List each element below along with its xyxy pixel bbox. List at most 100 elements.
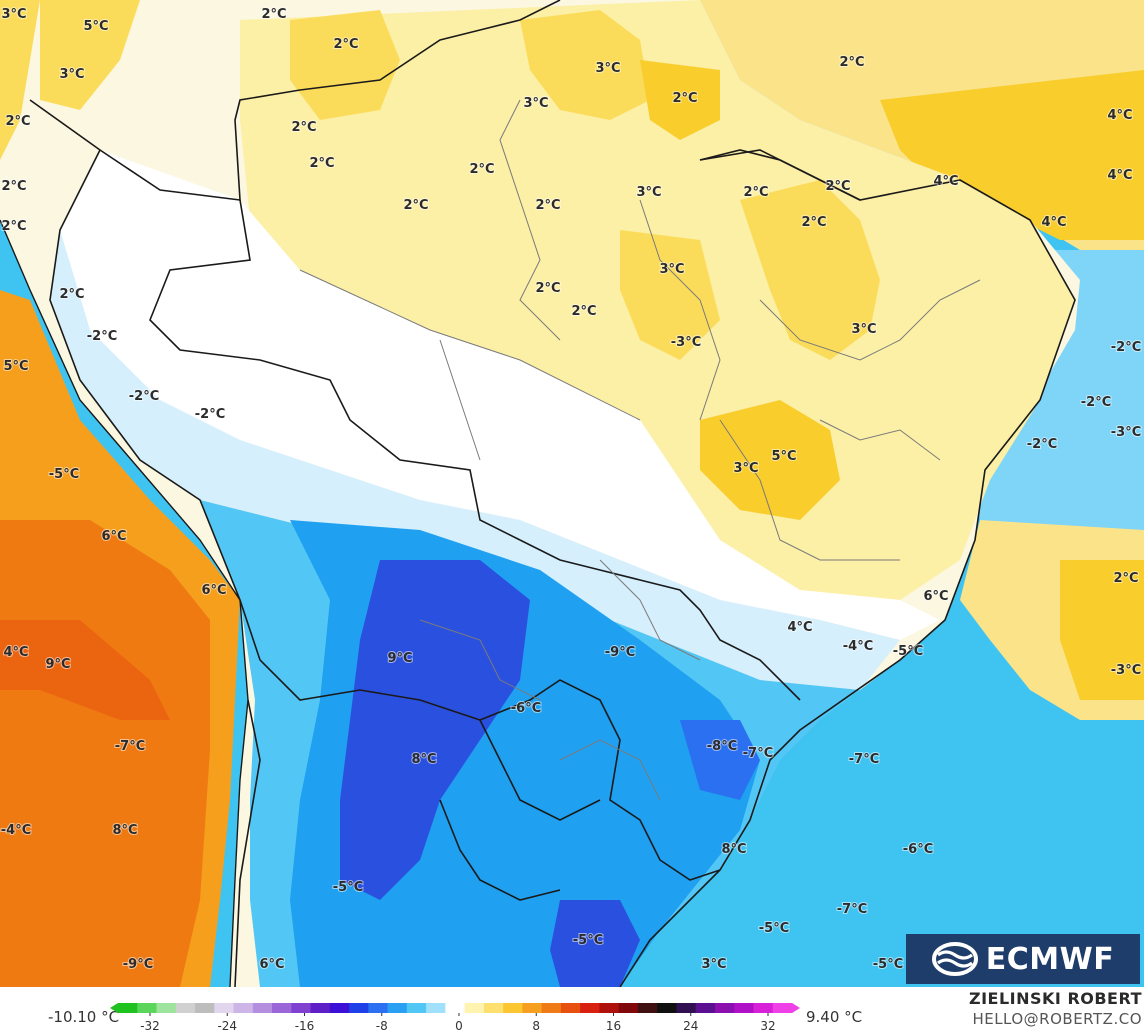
temperature-label: -7°C: [115, 739, 145, 754]
temperature-label: 2°C: [535, 281, 560, 296]
temperature-label: 2°C: [1, 219, 26, 234]
temperature-label: -6°C: [511, 701, 541, 716]
colorbar-cell: [618, 1003, 639, 1013]
temperature-label: 4°C: [1107, 108, 1132, 123]
colorbar-ticks: -32 -24 -16 -8 0 8 16 24 32: [140, 1013, 776, 1033]
footer: -10.10 °C -32 -24 -16 -8 0 8 16 24 32 9.40 °C ZI…: [0, 987, 1144, 1035]
colorbar-cell: [175, 1003, 196, 1013]
temperature-labels: 3°C 5°C 2°C 2°C 3°C 3°C 3°C 2°C 2°C 2°C 2°C 2°C 2°C 2…: [0, 6, 1142, 973]
colorbar-cell: [676, 1003, 697, 1013]
temperature-label: 6°C: [201, 583, 226, 598]
colorbar-cell: [580, 1003, 600, 1013]
temperature-label: 5°C: [3, 359, 28, 374]
temperature-label: 6°C: [259, 957, 284, 972]
temperature-label: 3°C: [1, 7, 26, 22]
temperature-label: -7°C: [743, 746, 773, 761]
author-credit: ZIELINSKI ROBERT: [968, 989, 1142, 1008]
temperature-label: 3°C: [733, 461, 758, 476]
colorbar-cell: [753, 1003, 774, 1013]
temperature-label: -3°C: [671, 335, 701, 350]
yellow-patch-nw: [290, 10, 400, 120]
colorbar-cell: [772, 1003, 793, 1013]
colorbar-cell: [272, 1003, 292, 1013]
temperature-label: -2°C: [87, 329, 117, 344]
temperature-label: 4°C: [1107, 168, 1132, 183]
temperature-label: 2°C: [839, 55, 864, 70]
temperature-label: 6°C: [923, 589, 948, 604]
atlantic-warm-core: [880, 70, 1144, 240]
colorbar-cell: [464, 1003, 485, 1013]
author-email: HELLO@ROBERTZ.CO: [972, 1010, 1142, 1028]
colorbar: -32 -24 -16 -8 0 8 16 24 32: [110, 1003, 800, 1033]
temperature-label: 2°C: [333, 37, 358, 52]
colorbar-cell: [599, 1003, 620, 1013]
temperature-label: -5°C: [333, 880, 363, 895]
colorbar-cell: [329, 1003, 350, 1013]
yellow-patch-north: [520, 10, 650, 120]
colorbar-cell: [657, 1003, 677, 1013]
colorbar-cell: [406, 1003, 427, 1013]
temperature-label: 2°C: [469, 162, 494, 177]
white-band: [60, 150, 940, 640]
yellow-patch-center: [700, 400, 840, 520]
temperature-label: 2°C: [672, 91, 697, 106]
temperature-label: 6°C: [101, 529, 126, 544]
colorbar-cell: [349, 1003, 369, 1013]
ecmwf-wave-icon: [931, 942, 978, 976]
temperature-label: 9°C: [45, 657, 70, 672]
legend-min-label: -10.10 °C: [48, 1008, 120, 1026]
temperature-label: 2°C: [309, 156, 334, 171]
colorbar-cell: [503, 1003, 523, 1013]
colorbar-tick-label: -8: [376, 1019, 388, 1033]
deep-blue-se: [680, 720, 760, 800]
temperature-label: -5°C: [893, 644, 923, 659]
atlantic-se-warm-core: [1060, 560, 1144, 700]
yellow-patch-ne: [740, 180, 880, 360]
colorbar-cell: [137, 1003, 158, 1013]
colorbar-cell: [714, 1003, 735, 1013]
temperature-label: -6°C: [903, 842, 933, 857]
temperature-label: 3°C: [636, 185, 661, 200]
temperature-label: 3°C: [523, 96, 548, 111]
colorbar-left-arrow: [110, 1003, 118, 1013]
colorbar-cell: [734, 1003, 754, 1013]
colorbar-cell: [522, 1003, 543, 1013]
state-borders: [299, 99, 981, 801]
colorbar-cell: [214, 1003, 235, 1013]
yellow-patch-ne-2: [640, 60, 720, 140]
ecmwf-logo: ECMWF: [906, 934, 1140, 984]
temperature-label: -3°C: [1111, 663, 1141, 678]
map-canvas: 3°C 5°C 2°C 2°C 3°C 3°C 3°C 2°C 2°C 2°C 2°C 2°C 2°C 2…: [0, 0, 1144, 987]
colorbar-cell: [291, 1003, 312, 1013]
temperature-label: -9°C: [123, 957, 153, 972]
temperature-label: 4°C: [1041, 215, 1066, 230]
pacific-coastline: [0, 219, 249, 987]
yellow-patch-center-2: [620, 230, 720, 360]
pacific-north-edge: [0, 0, 40, 160]
temperature-label: 5°C: [771, 449, 796, 464]
temperature-label: 2°C: [59, 287, 84, 302]
temperature-label: -5°C: [759, 921, 789, 936]
temperature-label: 2°C: [261, 7, 286, 22]
colorbar-tick-label: -24: [217, 1019, 237, 1033]
temperature-label: 3°C: [595, 61, 620, 76]
colorbar-cell: [310, 1003, 331, 1013]
legend-max-label: 9.40 °C: [806, 1008, 863, 1026]
temperature-label: -8°C: [707, 739, 737, 754]
colorbar-cell: [118, 1003, 138, 1013]
temperature-label: -2°C: [1111, 340, 1141, 355]
temperature-label: -5°C: [873, 957, 903, 972]
colorbar-cell: [252, 1003, 273, 1013]
temperature-label: 2°C: [1, 179, 26, 194]
colorbar-cell: [387, 1003, 408, 1013]
temperature-label: 3°C: [701, 957, 726, 972]
temperature-label: 8°C: [112, 823, 137, 838]
colorbar-tick-label: 24: [683, 1019, 698, 1033]
temperature-label: -2°C: [1027, 437, 1057, 452]
deep-blue-south: [550, 900, 640, 987]
colorbar-cell: [541, 1003, 562, 1013]
temperature-label: 3°C: [659, 262, 684, 277]
temperature-label: 4°C: [3, 645, 28, 660]
colorbar-cell: [195, 1003, 215, 1013]
colorbar-tick-label: 0: [455, 1019, 463, 1033]
